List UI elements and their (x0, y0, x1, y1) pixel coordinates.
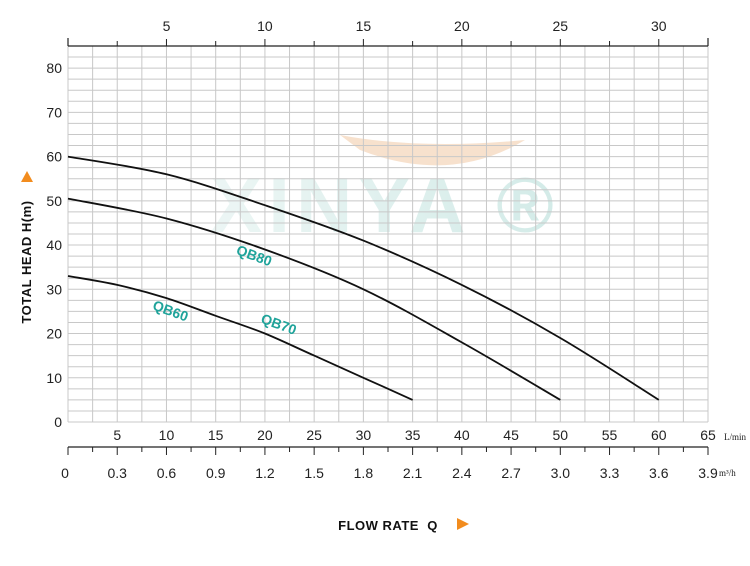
x-m3h-tick-label: 3.9 (698, 465, 718, 481)
y-tick-label: 30 (46, 281, 62, 297)
top-tick-label: 20 (454, 18, 470, 34)
top-tick-label: 10 (257, 18, 273, 34)
watermark: XINYA ® (210, 135, 554, 249)
series-label-qb60: QB60 (151, 297, 191, 325)
x-m3h-tick-label: 1.8 (354, 465, 374, 481)
x-m3h-tick-label: 2.7 (501, 465, 521, 481)
x-m3h-tick-label: 2.1 (403, 465, 423, 481)
x-lmin-tick-label: 15 (208, 427, 224, 443)
x-lmin-tick-label: 65 (700, 427, 716, 443)
x-m3h-tick-label: 3.3 (600, 465, 620, 481)
top-tick-label: 15 (356, 18, 372, 34)
x-m3h-tick-label: 0.6 (157, 465, 177, 481)
triangle-up-icon (21, 171, 33, 182)
x-m3h-tick-label: 0.9 (206, 465, 226, 481)
series-line-qb70 (67, 197, 561, 401)
x-m3h-unit: m³/h (719, 468, 736, 478)
y-axis-title-group: TOTAL HEAD H(m) (19, 171, 34, 324)
y-tick-label: 50 (46, 193, 62, 209)
series-line-qb80 (67, 155, 660, 401)
x-lmin-tick-label: 50 (553, 427, 569, 443)
top-tick-label: 30 (651, 18, 667, 34)
watermark-swoosh (340, 135, 525, 166)
x-lmin-tick-label: 55 (602, 427, 618, 443)
x-lmin-tick-label: 45 (503, 427, 519, 443)
y-tick-label: 80 (46, 60, 62, 76)
x-lmin-unit: L/min (724, 432, 746, 442)
x-m3h-tick-label: 2.4 (452, 465, 472, 481)
x-m3h-tick-label: 1.2 (255, 465, 275, 481)
y-axis-title: TOTAL HEAD H(m) (19, 200, 34, 323)
x-m3h-tick-label: 3.0 (551, 465, 571, 481)
x-lmin-tick-label: 60 (651, 427, 667, 443)
y-tick-label: 60 (46, 149, 62, 165)
x-lmin-tick-label: 20 (257, 427, 273, 443)
y-tick-label: 20 (46, 326, 62, 342)
grid (67, 45, 709, 423)
x-m3h-tick-label: 0 (61, 465, 69, 481)
x-lmin-tick-label: 5 (113, 427, 121, 443)
x-m3h-tick-label: 1.5 (304, 465, 324, 481)
axes: 0 10 20 30 40 50 60 70 80 5 10 15 20 25 30 5 10 15 20 25 30 3… (46, 18, 746, 481)
x-lmin-tick-label: 10 (159, 427, 175, 443)
y-tick-label: 40 (46, 237, 62, 253)
x-lmin-tick-label: 40 (454, 427, 470, 443)
x-lmin-tick-label: 25 (306, 427, 322, 443)
series-line-qb60 (67, 275, 413, 401)
x-lmin-tick-label: 35 (405, 427, 421, 443)
x-m3h-tick-label: 0.3 (107, 465, 127, 481)
x-m3h-tick-label: 3.6 (649, 465, 669, 481)
triangle-right-icon (457, 518, 469, 530)
y-tick-label: 0 (54, 414, 62, 430)
x-lmin-tick-label: 30 (356, 427, 372, 443)
y-tick-label: 70 (46, 104, 62, 120)
top-tick-label: 25 (553, 18, 569, 34)
x-axis-title-group: FLOW RATE Q (338, 518, 469, 533)
top-tick-label: 5 (163, 18, 171, 34)
y-tick-label: 10 (46, 370, 62, 386)
x-axis-title: FLOW RATE Q (338, 518, 438, 533)
